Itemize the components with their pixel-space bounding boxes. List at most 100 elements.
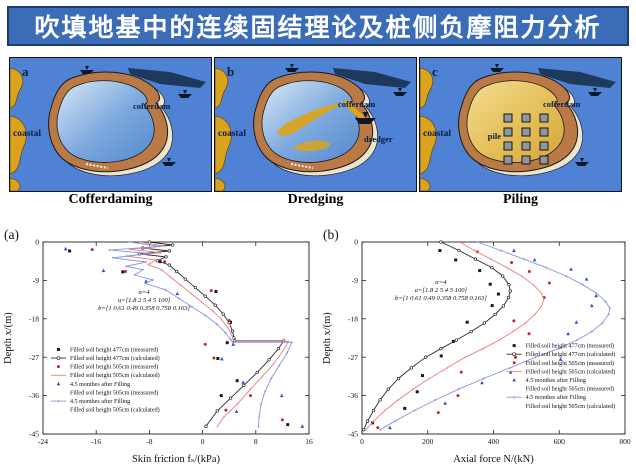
y-tick-label: 0 [354,238,358,247]
sediment-deposit [293,140,331,152]
legend-label: Filled soil height 477cm (measured) [526,343,614,350]
x-tick-label: 800 [619,437,631,446]
panel-letter: c [432,64,438,79]
series [388,248,598,430]
parameter-annotation: b=[1 0.61 0.49 0.358 0.758 0.163] [395,295,487,302]
coastal-land [420,177,431,191]
legend-label: 4.5 monthes after Filling [70,398,130,405]
dredging-illustration: b coastal cofferdam dredger [215,58,416,191]
ship-icon [285,64,299,72]
ship-icon [80,66,94,74]
coastal-land [10,67,24,109]
legend-label: Filled soil height 477cm (calculated) [526,351,616,358]
parameter-annotation: a=[1.8 2 5 4 5 100] [415,287,468,294]
coastal-land [10,115,27,175]
legend-label: Filled soil height 477cm (calculated) [70,355,160,362]
cofferdam-label: cofferdam [133,101,170,111]
dredger-ship-icon [355,112,376,124]
y-tick-label: -36 [348,391,358,400]
parameter-annotation: b=[1 0.61 0.49 0.358 0.758 0.163] [98,305,190,312]
legend-label: Filled soil height 505cm (measured) [70,364,158,371]
x-tick-label: -8 [146,437,152,446]
skin-friction-plot: -24 -16 -8 0 8 16 0 -9 -18 -27 -36 -45 Skin friction… [3,227,313,465]
subplot-label: (a) [4,227,19,242]
legend-label: Filled soil height 505cm (calculated) [526,403,616,410]
y-tick-label: -27 [348,353,358,362]
x-axis-label: Axial force N/(kN) [453,454,534,465]
legend-label: Filled soil height 505cm (calculated) [70,372,160,379]
x-tick-label: 16 [305,437,313,446]
y-axis-label: Depth x/(m) [322,312,333,364]
series [125,240,290,428]
coastal-land [215,115,232,175]
plot-frame [42,241,310,435]
x-axis-label: Skin friction fₛ/(kPa) [132,454,221,465]
panel-piling: c coastal cofferdam pile [419,57,622,192]
x-tick-label: 0 [201,437,205,446]
pile-grid [503,113,549,165]
coastal-land [215,67,229,109]
cofferdaming-illustration: a coastal cofferdam [10,58,211,191]
x-tick-label: 400 [488,437,500,446]
series [376,250,551,430]
caption-dredging: Dredging [287,192,344,207]
landmass [128,68,206,88]
legend-label: 4.5 monthes after Filling [70,381,130,388]
legend-label: 4.5 monthes after Filling [526,377,586,384]
y-axis-label: Depth x/(m) [3,312,14,364]
parameter-annotation: a=[1.8 2 5 4 5 100] [118,297,171,304]
chart-axial-force: 0 200 400 600 800 0 -9 -18 -27 -36 -45 Axial force … [320,226,635,467]
caption-piling: Piling [502,192,538,207]
legend-label: 4.5 monthes after Filling [526,394,586,401]
axial-force-plot: 0 200 400 600 800 0 -9 -18 -27 -36 -45 Axial force … [322,227,631,465]
pile-label: pile [488,131,501,141]
panel-letter: b [227,64,234,79]
sediment-plume [277,103,344,136]
ship-icon [588,88,602,96]
legend-label: Filled soil height 505cm (calculated) [70,407,160,414]
chart-skin-friction: -24 -16 -8 0 8 16 0 -9 -18 -27 -36 -45 Skin friction… [1,226,319,467]
series [63,246,305,428]
y-tick-label: -36 [29,391,39,400]
title-banner: 吹填地基中的连续固结理论及桩侧负摩阻力分析 [7,6,629,46]
y-tick-label: -45 [348,430,358,439]
x-tick-label: -24 [38,437,48,446]
dredger-label: dredger [364,134,393,144]
coastal-land [10,177,21,191]
subplot-label: (b) [323,227,339,242]
y-tick-label: -9 [352,276,358,285]
y-tick-label: -18 [29,314,39,323]
ship-icon [393,88,407,96]
ship-icon [162,158,176,166]
cofferdam-label: cofferdam [543,99,580,109]
panel-dredging: b coastal cofferdam dredger [214,57,417,192]
dam-gate [85,162,109,170]
y-tick-label: -18 [348,314,358,323]
coastal-land [420,115,437,175]
legend-label: Filled soil height 505cm (measured) [526,360,614,367]
y-tick-label: -45 [29,430,39,439]
sediment-pipe [342,99,369,124]
piling-illustration: c coastal cofferdam pile [420,58,621,191]
y-tick-label: -9 [33,276,39,285]
series [137,240,286,428]
coastal-label: coastal [423,129,451,139]
panel-cofferdaming: a coastal cofferdam [9,57,212,192]
series [371,249,500,425]
ship-icon [490,64,504,72]
parameter-annotation: α=4 [435,279,447,286]
parameter-annotation: α=4 [138,289,150,296]
coastal-label: coastal [218,129,246,139]
caption-cofferdaming: Cofferdaming [68,192,153,207]
landmass [333,68,411,88]
x-tick-label: 600 [554,437,566,446]
legend: Filled soil height 477cm (measured) Fille… [50,346,160,414]
legend-label: Filled soil height 505cm (calculated) [526,368,616,375]
x-tick-label: 200 [422,437,434,446]
filled-ground [466,80,565,163]
series [365,240,545,431]
ship-icon [575,158,589,166]
x-tick-label: 8 [254,437,258,446]
page-title: 吹填地基中的连续固结理论及桩侧负摩阻力分析 [34,13,602,42]
series [361,240,512,432]
